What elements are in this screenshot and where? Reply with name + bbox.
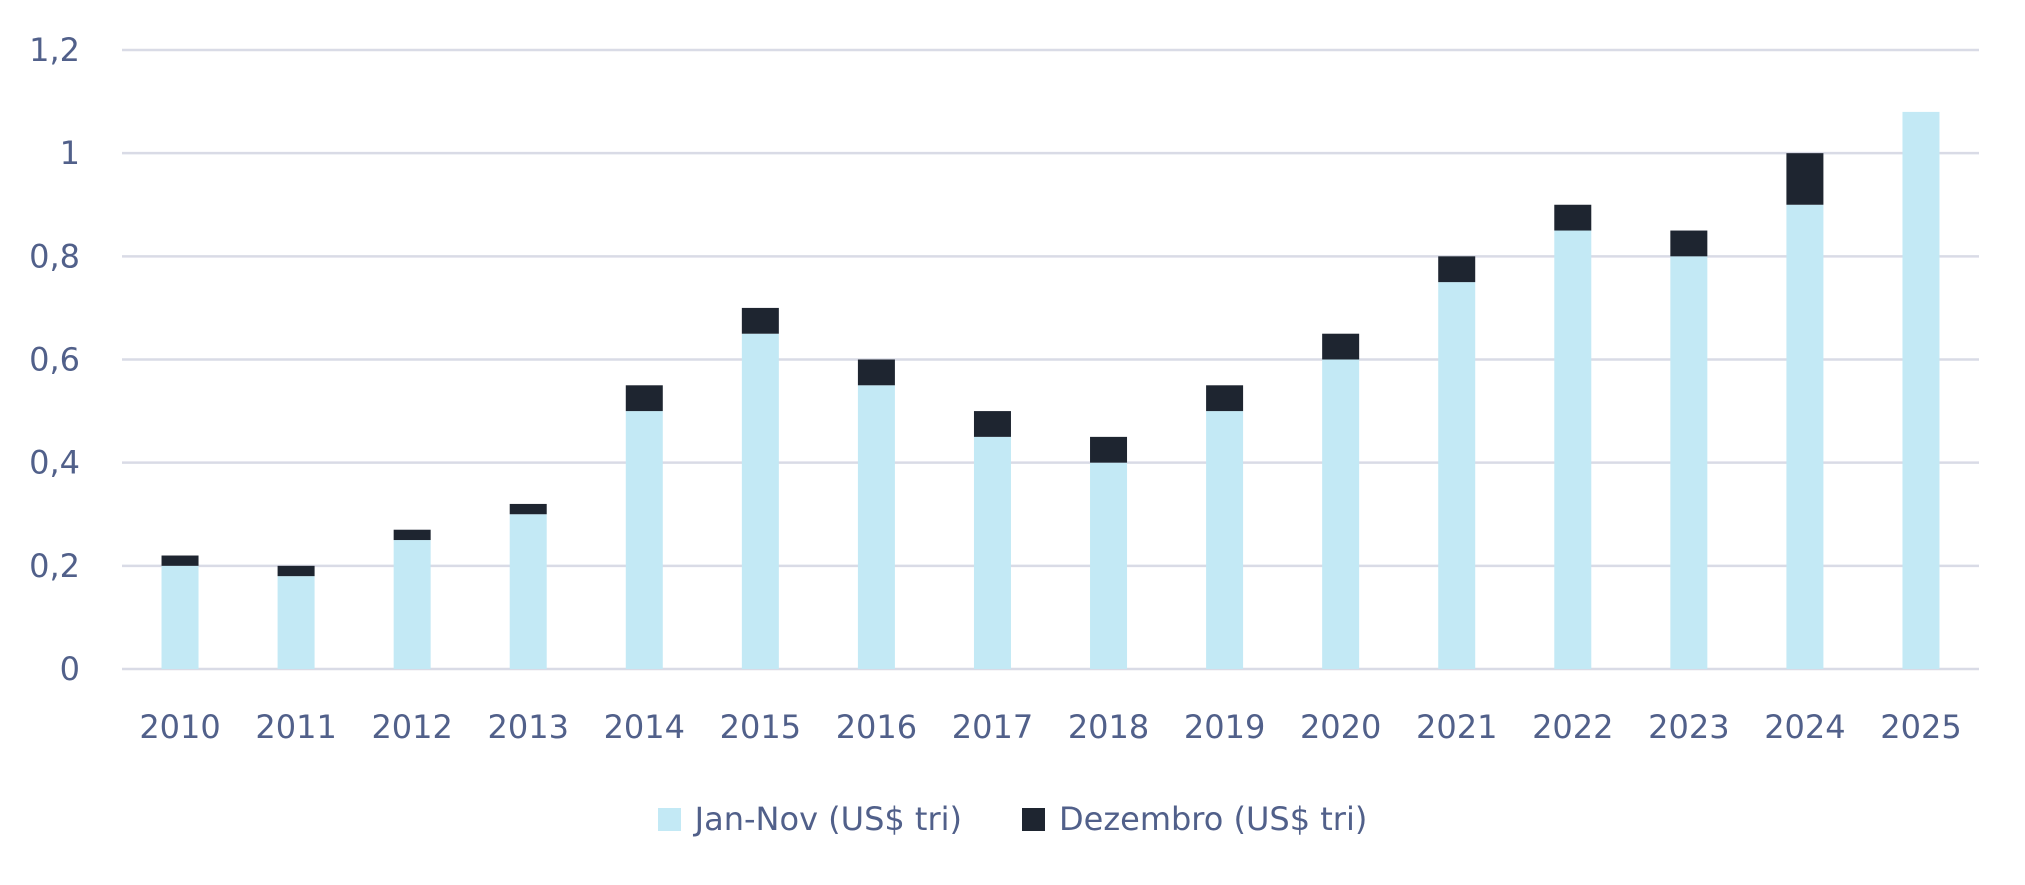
bar-dezembro-2018 xyxy=(1090,436,1128,463)
x-tick-label: 2021 xyxy=(1416,708,1497,746)
x-tick-label: 2012 xyxy=(371,708,452,746)
legend-swatch-dezembro xyxy=(1022,807,1045,831)
bar-jan-nov-2023 xyxy=(1670,256,1708,669)
y-tick-label: 0 xyxy=(60,650,80,688)
bar-jan-nov-2012 xyxy=(393,540,431,669)
x-tick-label: 2025 xyxy=(1880,708,1961,746)
bar-jan-nov-2014 xyxy=(625,411,663,669)
x-tick-label: 2014 xyxy=(604,708,685,746)
legend-label-dezembro: Dezembro (US$ tri) xyxy=(1059,800,1368,838)
x-tick-label: 2015 xyxy=(720,708,801,746)
bar-jan-nov-2015 xyxy=(741,333,779,669)
bar-dezembro-2012 xyxy=(393,529,431,541)
bar-dezembro-2016 xyxy=(857,359,895,386)
x-tick-label: 2020 xyxy=(1300,708,1381,746)
bar-dezembro-2023 xyxy=(1670,230,1708,257)
x-tick-label: 2022 xyxy=(1532,708,1613,746)
y-tick-label: 0,6 xyxy=(29,341,80,379)
bar-jan-nov-2024 xyxy=(1786,204,1824,669)
x-tick-label: 2024 xyxy=(1764,708,1845,746)
bar-jan-nov-2011 xyxy=(277,576,315,669)
x-tick-label: 2018 xyxy=(1068,708,1149,746)
legend-swatch-jan-nov xyxy=(657,807,681,831)
bar-jan-nov-2021 xyxy=(1438,282,1476,669)
bar-jan-nov-2020 xyxy=(1322,359,1360,669)
bar-jan-nov-2016 xyxy=(857,385,895,669)
bar-jan-nov-2013 xyxy=(509,514,547,669)
bar-dezembro-2020 xyxy=(1322,333,1360,360)
bar-dezembro-2017 xyxy=(973,411,1011,437)
legend: Jan-Nov (US$ tri) Dezembro (US$ tri) xyxy=(0,800,2025,838)
bar-dezembro-2015 xyxy=(741,307,779,334)
x-tick-label: 2023 xyxy=(1648,708,1729,746)
bar-jan-nov-2022 xyxy=(1554,230,1592,669)
x-tick-label: 2016 xyxy=(836,708,917,746)
x-tick-label: 2019 xyxy=(1184,708,1265,746)
bar-jan-nov-2019 xyxy=(1206,411,1244,669)
bar-jan-nov-2025 xyxy=(1902,111,1940,669)
bar-jan-nov-2017 xyxy=(973,436,1011,669)
y-tick-label: 1,2 xyxy=(29,31,80,69)
y-tick-label: 0,4 xyxy=(29,444,80,482)
x-tick-label: 2011 xyxy=(255,708,336,746)
bar-dezembro-2021 xyxy=(1438,256,1476,283)
x-tick-label: 2017 xyxy=(952,708,1033,746)
y-tick-label: 1 xyxy=(60,134,80,172)
bar-dezembro-2013 xyxy=(509,503,547,515)
y-tick-label: 0,2 xyxy=(29,547,80,585)
bar-dezembro-2011 xyxy=(277,565,315,577)
legend-label-jan-nov: Jan-Nov (US$ tri) xyxy=(694,800,962,838)
bar-dezembro-2019 xyxy=(1206,385,1244,412)
legend-item-dezembro: Dezembro (US$ tri) xyxy=(1022,800,1367,838)
bar-dezembro-2024 xyxy=(1786,153,1824,205)
x-tick-label: 2013 xyxy=(488,708,569,746)
y-tick-label: 0,8 xyxy=(29,237,80,275)
x-tick-label: 2010 xyxy=(139,708,220,746)
bar-dezembro-2014 xyxy=(625,385,663,412)
bar-dezembro-2010 xyxy=(161,555,199,566)
bar-dezembro-2022 xyxy=(1554,204,1592,231)
bar-jan-nov-2010 xyxy=(161,565,199,669)
bar-jan-nov-2018 xyxy=(1090,462,1128,669)
legend-item-jan-nov: Jan-Nov (US$ tri) xyxy=(657,800,962,838)
